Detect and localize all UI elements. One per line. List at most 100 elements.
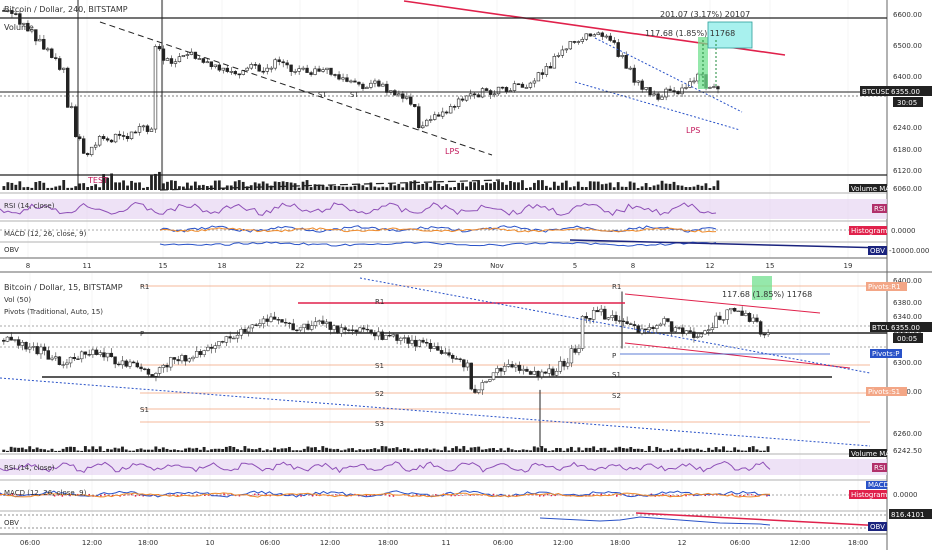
- bot-candle[interactable]: [703, 330, 707, 335]
- top-candle[interactable]: [213, 64, 218, 67]
- top-candle[interactable]: [46, 48, 50, 51]
- top-candle[interactable]: [556, 55, 561, 57]
- top-candle[interactable]: [2, 10, 6, 12]
- bot-candle[interactable]: [387, 334, 392, 337]
- bot-candle[interactable]: [309, 325, 314, 330]
- bot-red-channel-top[interactable]: [624, 293, 821, 314]
- top-candle[interactable]: [229, 71, 233, 73]
- bot-candle[interactable]: [272, 316, 277, 320]
- bot-candle[interactable]: [313, 321, 318, 326]
- bot-candle[interactable]: [139, 366, 143, 370]
- bot-candle[interactable]: [558, 360, 562, 372]
- top-candle[interactable]: [448, 106, 453, 114]
- bot-candle[interactable]: [521, 368, 525, 371]
- bot-candle[interactable]: [258, 323, 262, 326]
- top-candle[interactable]: [89, 146, 94, 156]
- top-dashed-downtrend-line[interactable]: [99, 21, 493, 156]
- bot-candle[interactable]: [413, 339, 418, 347]
- bot-candle[interactable]: [28, 346, 32, 350]
- bot-candle[interactable]: [365, 328, 370, 331]
- bot-candle[interactable]: [666, 318, 670, 322]
- top-candle[interactable]: [620, 55, 624, 57]
- bot-candle[interactable]: [232, 337, 236, 340]
- bot-candle[interactable]: [684, 330, 689, 334]
- bot-candle[interactable]: [655, 325, 659, 329]
- top-candle[interactable]: [532, 80, 537, 84]
- top-candle[interactable]: [440, 111, 445, 117]
- bot-candle[interactable]: [677, 327, 681, 329]
- top-candle[interactable]: [261, 70, 265, 73]
- bot-candle[interactable]: [688, 330, 692, 333]
- top-candle[interactable]: [421, 125, 425, 129]
- bot-candle[interactable]: [24, 342, 28, 350]
- top-candle[interactable]: [305, 67, 309, 73]
- bot-candle[interactable]: [714, 315, 718, 329]
- bot-candle[interactable]: [450, 354, 455, 359]
- top-candle[interactable]: [149, 128, 154, 132]
- top-candle[interactable]: [269, 67, 273, 70]
- top-candle[interactable]: [321, 69, 325, 72]
- bot-candle[interactable]: [332, 325, 336, 330]
- top-candle[interactable]: [145, 125, 150, 132]
- bot-candle[interactable]: [35, 346, 39, 355]
- top-candle[interactable]: [660, 96, 664, 100]
- top-candle[interactable]: [333, 74, 337, 76]
- bot-candle[interactable]: [246, 327, 251, 333]
- bot-candle[interactable]: [384, 334, 388, 340]
- top-candle[interactable]: [18, 13, 22, 25]
- bot-candle[interactable]: [443, 352, 447, 354]
- top-candle[interactable]: [668, 88, 672, 91]
- bot-candle[interactable]: [569, 348, 574, 364]
- bot-candle[interactable]: [194, 351, 199, 358]
- bot-candle[interactable]: [625, 321, 629, 324]
- top-candle[interactable]: [413, 104, 417, 107]
- bot-candle[interactable]: [287, 322, 292, 325]
- bot-candle[interactable]: [758, 321, 763, 335]
- top-candle[interactable]: [109, 139, 114, 143]
- top-candle[interactable]: [205, 61, 210, 64]
- bot-candle[interactable]: [725, 309, 729, 320]
- bot-candle[interactable]: [202, 350, 206, 355]
- top-candle[interactable]: [353, 80, 357, 83]
- top-candle[interactable]: [157, 46, 162, 50]
- bot-candle[interactable]: [562, 360, 566, 367]
- top-candle[interactable]: [93, 144, 98, 148]
- top-candle[interactable]: [141, 125, 146, 128]
- bot-candle[interactable]: [79, 351, 84, 360]
- top-candle[interactable]: [664, 88, 668, 98]
- bot-candle[interactable]: [747, 313, 752, 322]
- bot-candle[interactable]: [751, 317, 755, 322]
- bot-candle[interactable]: [321, 320, 325, 324]
- bot-candle[interactable]: [53, 356, 58, 359]
- bot-candle[interactable]: [39, 346, 43, 355]
- bot-candle[interactable]: [280, 319, 284, 323]
- top-candle[interactable]: [177, 56, 182, 63]
- bot-candle[interactable]: [706, 329, 711, 331]
- top-candle[interactable]: [225, 67, 229, 72]
- top-candle[interactable]: [165, 58, 170, 61]
- top-candle[interactable]: [540, 72, 545, 75]
- bot-candle[interactable]: [65, 362, 69, 365]
- top-candle[interactable]: [297, 68, 301, 72]
- top-candle[interactable]: [70, 106, 74, 108]
- bot-candle[interactable]: [146, 368, 151, 375]
- top-candle[interactable]: [97, 136, 102, 146]
- top-candle[interactable]: [652, 93, 656, 96]
- top-candle[interactable]: [644, 87, 648, 90]
- bot-candle[interactable]: [406, 337, 410, 344]
- bot-candle[interactable]: [540, 371, 544, 377]
- bot-candle[interactable]: [755, 317, 759, 322]
- bot-candle[interactable]: [395, 334, 399, 341]
- bot-candle[interactable]: [109, 352, 114, 358]
- bot-candle[interactable]: [46, 350, 50, 360]
- bot-candle[interactable]: [617, 320, 622, 322]
- bot-candle[interactable]: [254, 324, 258, 326]
- top-candle[interactable]: [377, 80, 381, 87]
- top-candle[interactable]: [560, 49, 565, 56]
- top-candle[interactable]: [436, 114, 441, 117]
- bot-candle[interactable]: [595, 310, 600, 313]
- top-candle[interactable]: [544, 66, 549, 75]
- bot-candle[interactable]: [339, 327, 344, 334]
- top-candle[interactable]: [612, 40, 616, 43]
